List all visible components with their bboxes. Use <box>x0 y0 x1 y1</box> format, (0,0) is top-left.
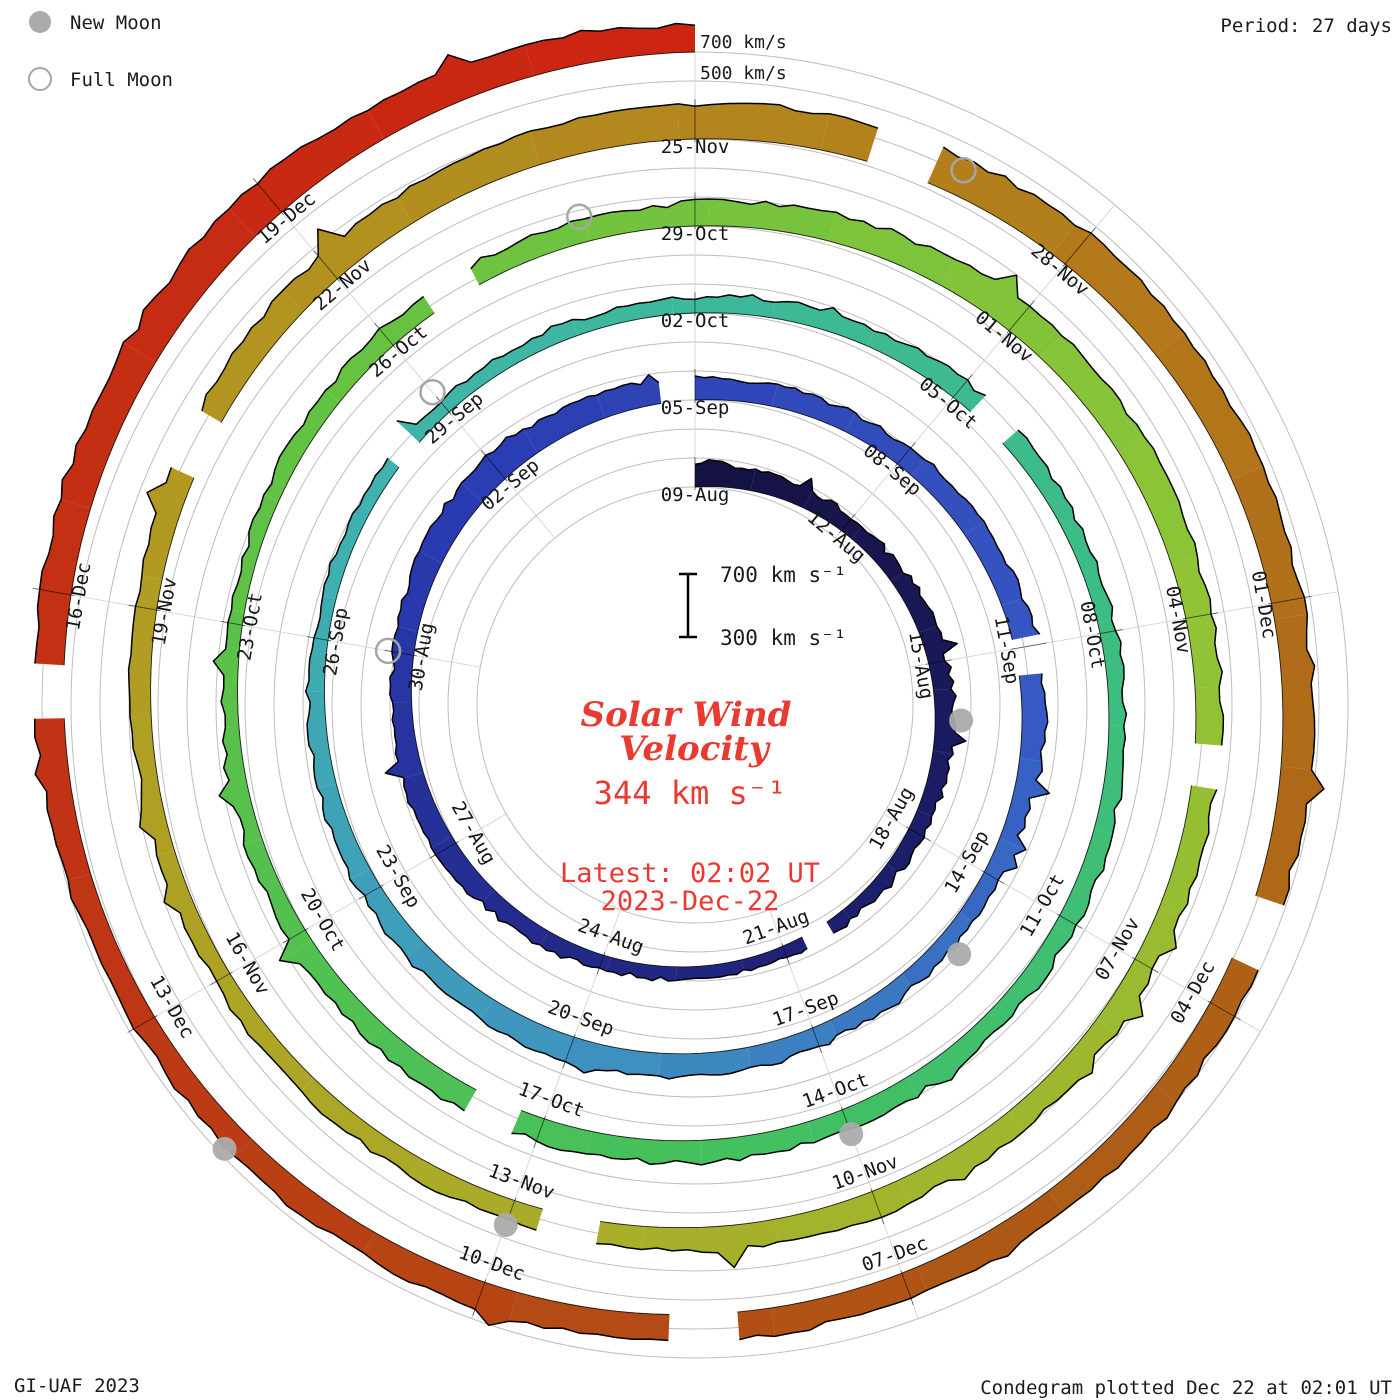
period-label: Period: 27 days <box>1220 15 1392 37</box>
full-moon-marker <box>566 203 593 230</box>
new-moon-marker <box>839 1122 864 1147</box>
scale-bottom-label: 300 km s⁻¹ <box>720 626 846 650</box>
date-label-05-Sep: 05-Sep <box>661 397 730 419</box>
full-moon-marker <box>374 637 402 665</box>
full-moon-marker <box>419 378 446 406</box>
sector-tick-lines <box>32 99 1312 1316</box>
velocity-trace <box>33 22 1325 1342</box>
scale-top-label: 700 km s⁻¹ <box>720 563 846 587</box>
new-moon-label: New Moon <box>70 12 162 34</box>
chart-title-line1: Solar Wind <box>581 695 792 735</box>
date-label-02-Oct: 02-Oct <box>661 310 730 332</box>
new-moon-marker <box>947 942 972 967</box>
latest-date-label: 2023-Dec-22 <box>601 886 780 917</box>
new-moon-marker <box>493 1212 518 1237</box>
full-moon-icon <box>28 67 52 91</box>
plotted-timestamp-label: Condegram plotted Dec 22 at 02:01 UT <box>980 1377 1392 1399</box>
spiral-velocity-band <box>34 23 1324 1341</box>
new-moon-icon <box>29 11 51 33</box>
moon-markers <box>212 156 977 1237</box>
outer-ring-label-500: 500 km/s <box>700 63 787 84</box>
new-moon-marker <box>212 1136 237 1161</box>
date-label-09-Aug: 09-Aug <box>661 484 730 506</box>
spiral-plot-layer: 09-Aug12-Aug15-Aug18-Aug21-Aug24-Aug27-A… <box>32 22 1349 1359</box>
date-label-25-Nov: 25-Nov <box>661 136 730 158</box>
credit-label: GI-UAF 2023 <box>14 1375 140 1397</box>
current-velocity-value: 344 km s⁻¹ <box>594 774 787 812</box>
full-moon-marker <box>950 156 977 184</box>
radial-scale-bar <box>679 572 697 639</box>
date-label-29-Oct: 29-Oct <box>661 223 730 245</box>
new-moon-marker <box>949 708 974 733</box>
moon-legend: New Moon Full Moon <box>28 11 173 91</box>
outer-ring-label-700: 700 km/s <box>700 32 787 53</box>
full-moon-label: Full Moon <box>70 69 173 91</box>
chart-title-line2: Velocity <box>619 729 771 769</box>
latest-time-label: Latest: 02:02 UT <box>560 858 820 889</box>
